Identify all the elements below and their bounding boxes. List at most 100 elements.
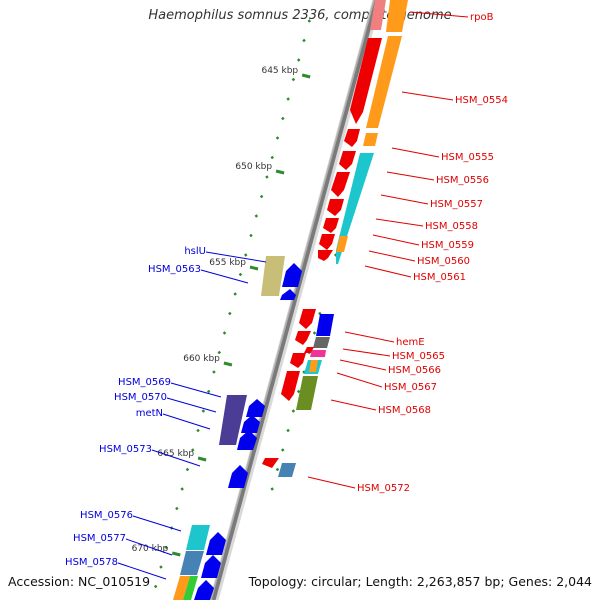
gene-label[interactable]: HSM_0567 xyxy=(384,382,437,393)
leader-line xyxy=(386,171,435,181)
gene-label[interactable]: HSM_0566 xyxy=(388,365,441,376)
gene-HSM_0570[interactable] xyxy=(241,415,260,433)
leader-line xyxy=(162,413,211,430)
gene-label[interactable]: HSM_0556 xyxy=(436,175,489,186)
gene-label[interactable]: metN xyxy=(136,408,163,419)
leader-line xyxy=(125,538,173,556)
gene-label[interactable]: HSM_0565 xyxy=(392,351,445,362)
tick-mark xyxy=(286,428,290,433)
gene-label[interactable]: HSM_0563 xyxy=(148,264,201,275)
gene-hemE-blue[interactable] xyxy=(316,314,334,336)
gene-label[interactable]: HSM_0560 xyxy=(417,256,470,267)
gene-HSM_0578-green[interactable] xyxy=(183,576,198,600)
gene-HSM_0563[interactable] xyxy=(282,263,302,287)
gene-label[interactable]: HSM_0570 xyxy=(114,392,167,403)
tick-mark xyxy=(270,155,274,160)
gene-HSM_0567-orange[interactable] xyxy=(309,360,318,372)
gene-HSM_0568-olive[interactable] xyxy=(296,376,318,410)
leader-line xyxy=(151,449,201,467)
tick-mark xyxy=(217,350,221,355)
gene-label[interactable]: hemE xyxy=(396,337,425,348)
gene-label[interactable]: rpoB xyxy=(470,12,494,23)
leader-line xyxy=(375,218,424,227)
gene-rpoB[interactable] xyxy=(370,0,386,30)
gene-HSM_0567[interactable] xyxy=(290,353,306,368)
leader-line xyxy=(401,91,454,101)
gene-hemE[interactable] xyxy=(299,309,316,329)
gene-HSM_0557[interactable] xyxy=(331,172,350,197)
tick-mark xyxy=(291,409,296,413)
tick-mark xyxy=(249,233,253,238)
gene-label[interactable]: HSM_0572 xyxy=(357,483,410,494)
gene-HSM_0573[interactable] xyxy=(228,465,248,488)
tick-mark xyxy=(312,331,317,335)
gene-HSM_0565-gray[interactable] xyxy=(313,337,330,348)
tick-mark xyxy=(180,487,184,491)
tick-mark xyxy=(281,116,285,121)
ruler-major-tick xyxy=(223,361,233,367)
gene-HSM_0554-orange[interactable] xyxy=(366,36,402,128)
forward-gene-labels: rpoB HSM_0554 HSM_0555 HSM_0556 HSM_0557 HSM_… xyxy=(307,11,508,494)
gene-HSM_0565[interactable] xyxy=(295,331,311,345)
ruler-label: 650 kbp xyxy=(235,162,272,172)
ruler-labels: 645 kbp 650 kbp 655 kbp 660 kbp 665 kbp 670 k… xyxy=(132,66,311,557)
gene-HSM_0577[interactable] xyxy=(180,551,204,575)
leader-line xyxy=(205,251,267,263)
tick-mark xyxy=(275,136,280,140)
tick-mark xyxy=(222,331,227,335)
gene-HSM_0569[interactable] xyxy=(219,395,247,445)
gene-label[interactable]: HSM_0559 xyxy=(421,240,474,251)
gene-HSM_0576[interactable] xyxy=(186,525,210,550)
tick-mark xyxy=(164,545,169,550)
gene-HSM_0558[interactable] xyxy=(327,199,344,216)
tick-mark xyxy=(159,565,163,569)
tick-mark xyxy=(233,292,237,296)
tick-mark xyxy=(286,97,290,101)
gene-HSM_0566-pink[interactable] xyxy=(310,350,326,357)
gene-rpoB-top[interactable] xyxy=(386,0,408,32)
tick-mark xyxy=(212,370,216,374)
gene-label[interactable]: HSM_0577 xyxy=(73,533,126,544)
gene-hslU[interactable] xyxy=(261,256,285,296)
gene-HSM_0578-arrow[interactable] xyxy=(194,580,214,600)
leader-line xyxy=(200,269,249,284)
gene-label[interactable]: HSM_0558 xyxy=(425,221,478,232)
gene-HSM_0556[interactable] xyxy=(339,151,356,170)
gene-metN[interactable] xyxy=(237,430,257,450)
gene-label[interactable]: HSM_0573 xyxy=(99,444,152,455)
gene-label[interactable]: HSM_0554 xyxy=(455,95,508,106)
gene-label[interactable]: HSM_0568 xyxy=(378,405,431,416)
gene-HSM_0555-orange[interactable] xyxy=(363,133,378,146)
gene-HSM_0578[interactable] xyxy=(173,576,190,600)
gene-HSM_0559[interactable] xyxy=(323,218,339,233)
gene-label[interactable]: HSM_0555 xyxy=(441,152,494,163)
gene-HSM_0566[interactable] xyxy=(304,347,314,353)
gene-HSM_0561[interactable] xyxy=(318,250,333,261)
gene-HSM_0560-orange[interactable] xyxy=(336,236,348,252)
gene-label[interactable]: HSM_0576 xyxy=(80,510,133,521)
gene-HSM_0577-arrow[interactable] xyxy=(201,555,221,578)
leader-line xyxy=(380,194,429,205)
gene-HSM_0576-arrow[interactable] xyxy=(206,532,226,555)
gene-HSM_0572[interactable] xyxy=(262,458,279,468)
gene-label[interactable]: HSM_0578 xyxy=(65,557,118,568)
gene-label[interactable]: HSM_0561 xyxy=(413,272,466,283)
ruler-label: 660 kbp xyxy=(183,354,220,364)
leader-line xyxy=(132,515,182,532)
gene-label[interactable]: HSM_0569 xyxy=(118,377,171,388)
gene-label[interactable]: HSM_0557 xyxy=(430,199,483,210)
gene-label[interactable]: hslU xyxy=(184,246,206,257)
gene-HSM_0560[interactable] xyxy=(319,234,335,250)
gene-HSM_0555[interactable] xyxy=(344,129,360,147)
leader-line xyxy=(368,250,416,262)
leader-line xyxy=(307,476,356,489)
gene-HSM_0569-arrow[interactable] xyxy=(246,399,265,417)
reverse-gene-labels: hslU HSM_0563 HSM_0569 HSM_0570 metN HSM_0573… xyxy=(65,246,267,580)
gene-HSM_0568[interactable] xyxy=(281,371,300,401)
tick-mark xyxy=(296,58,301,62)
leader-line xyxy=(117,562,167,580)
gene-HSM_0554[interactable] xyxy=(350,38,382,124)
leader-line xyxy=(330,399,377,411)
gene-HSM_0572-blue[interactable] xyxy=(278,463,296,477)
gene-HSM_0563b[interactable] xyxy=(280,289,296,300)
